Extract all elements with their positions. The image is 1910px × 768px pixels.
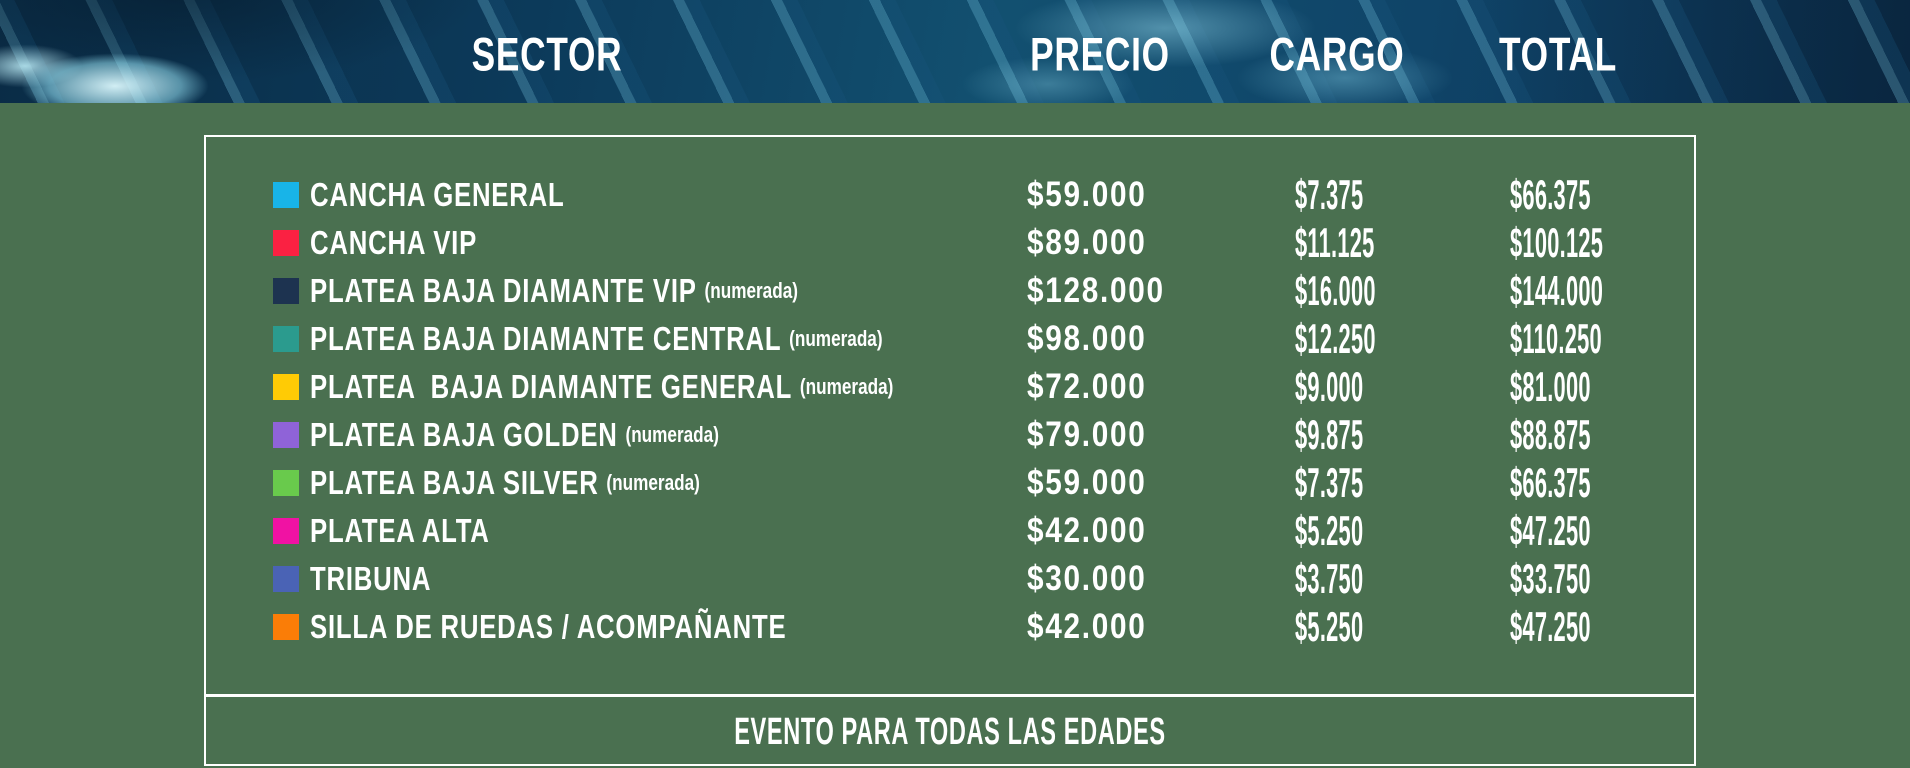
sector-color-swatch bbox=[273, 422, 299, 448]
sector-color-swatch bbox=[273, 326, 299, 352]
cargo-value: $7.375 bbox=[1295, 171, 1364, 218]
total-value: $100.125 bbox=[1510, 219, 1604, 266]
table-row: TRIBUNA $30.000 $3.750 $33.750 bbox=[206, 555, 1694, 603]
sector-cell: PLATEA BAJA GOLDEN (numerada) bbox=[310, 411, 719, 459]
sector-cell: PLATEA BAJA SILVER (numerada) bbox=[310, 459, 700, 507]
sector-cell: CANCHA GENERAL bbox=[310, 171, 564, 219]
sector-cell: SILLA DE RUEDAS / ACOMPAÑANTE bbox=[310, 603, 786, 651]
total-value: $47.250 bbox=[1510, 507, 1591, 554]
precio-value: $42.000 bbox=[1027, 511, 1147, 550]
sector-label: PLATEA BAJA GOLDEN bbox=[310, 416, 618, 453]
table-row: CANCHA VIP $89.000 $11.125 $100.125 bbox=[206, 219, 1694, 267]
sector-label: PLATEA BAJA SILVER bbox=[310, 464, 599, 501]
sector-color-swatch bbox=[273, 374, 299, 400]
total-value: $88.875 bbox=[1510, 411, 1591, 458]
sector-label: CANCHA VIP bbox=[310, 224, 478, 261]
sector-cell: PLATEA ALTA bbox=[310, 507, 490, 555]
cargo-value: $3.750 bbox=[1295, 555, 1364, 602]
sector-color-swatch bbox=[273, 230, 299, 256]
footer-bar: EVENTO PARA TODAS LAS EDADES bbox=[206, 700, 1694, 764]
table-row: PLATEA BAJA GOLDEN (numerada) $79.000 $9… bbox=[206, 411, 1694, 459]
sector-label: PLATEA ALTA bbox=[310, 512, 490, 549]
precio-value: $128.000 bbox=[1027, 271, 1165, 310]
table-row: PLATEA BAJA SILVER (numerada) $59.000 $7… bbox=[206, 459, 1694, 507]
precio-value: $79.000 bbox=[1027, 415, 1147, 454]
cargo-value: $5.250 bbox=[1295, 507, 1364, 554]
sector-color-swatch bbox=[273, 470, 299, 496]
sector-label: PLATEA BAJA DIAMANTE GENERAL bbox=[310, 368, 793, 405]
price-table: CANCHA GENERAL $59.000 $7.375 $66.375 CA… bbox=[204, 135, 1696, 766]
precio-value: $72.000 bbox=[1027, 367, 1147, 406]
table-row: PLATEA BAJA DIAMANTE VIP (numerada) $128… bbox=[206, 267, 1694, 315]
column-header-precio: PRECIO bbox=[1030, 27, 1170, 81]
total-value: $47.250 bbox=[1510, 603, 1591, 650]
sector-note: (numerada) bbox=[789, 326, 883, 351]
sector-cell: TRIBUNA bbox=[310, 555, 431, 603]
sector-color-swatch bbox=[273, 614, 299, 640]
table-row: SILLA DE RUEDAS / ACOMPAÑANTE $42.000 $5… bbox=[206, 603, 1694, 651]
cargo-value: $9.875 bbox=[1295, 411, 1364, 458]
total-value: $66.375 bbox=[1510, 171, 1591, 218]
sector-color-swatch bbox=[273, 518, 299, 544]
total-value: $81.000 bbox=[1510, 363, 1591, 410]
cargo-value: $7.375 bbox=[1295, 459, 1364, 506]
column-header-total: TOTAL bbox=[1499, 27, 1617, 81]
cargo-value: $9.000 bbox=[1295, 363, 1364, 410]
total-value: $33.750 bbox=[1510, 555, 1591, 602]
sector-cell: PLATEA BAJA DIAMANTE VIP (numerada) bbox=[310, 267, 798, 315]
table-row: PLATEA BAJA DIAMANTE CENTRAL (numerada) … bbox=[206, 315, 1694, 363]
header-banner: SECTOR PRECIO CARGO TOTAL bbox=[0, 0, 1910, 103]
sector-color-swatch bbox=[273, 278, 299, 304]
footer-note: EVENTO PARA TODAS LAS EDADES bbox=[734, 710, 1166, 753]
column-header-sector: SECTOR bbox=[471, 27, 623, 81]
sector-cell: PLATEA BAJA DIAMANTE GENERAL (numerada) bbox=[310, 363, 893, 411]
sector-label: TRIBUNA bbox=[310, 560, 432, 597]
sector-note: (numerada) bbox=[704, 278, 798, 303]
cargo-value: $16.000 bbox=[1295, 267, 1376, 314]
sector-note: (numerada) bbox=[799, 374, 894, 399]
precio-value: $59.000 bbox=[1027, 463, 1147, 502]
cargo-value: $11.125 bbox=[1295, 219, 1375, 266]
sector-cell: CANCHA VIP bbox=[310, 219, 477, 267]
sector-label: PLATEA BAJA DIAMANTE VIP bbox=[310, 272, 697, 309]
table-row: PLATEA BAJA DIAMANTE GENERAL (numerada) … bbox=[206, 363, 1694, 411]
cargo-value: $5.250 bbox=[1295, 603, 1364, 650]
table-row: PLATEA ALTA $42.000 $5.250 $47.250 bbox=[206, 507, 1694, 555]
precio-value: $42.000 bbox=[1027, 607, 1147, 646]
precio-value: $98.000 bbox=[1027, 319, 1147, 358]
precio-value: $30.000 bbox=[1027, 559, 1147, 598]
total-value: $110.250 bbox=[1510, 315, 1602, 362]
price-table-rows: CANCHA GENERAL $59.000 $7.375 $66.375 CA… bbox=[206, 137, 1694, 697]
precio-value: $89.000 bbox=[1027, 223, 1147, 262]
sector-color-swatch bbox=[273, 566, 299, 592]
cargo-value: $12.250 bbox=[1295, 315, 1376, 362]
sector-color-swatch bbox=[273, 182, 299, 208]
total-value: $144.000 bbox=[1510, 267, 1604, 314]
sector-label: PLATEA BAJA DIAMANTE CENTRAL bbox=[310, 320, 782, 357]
column-header-cargo: CARGO bbox=[1269, 27, 1405, 81]
precio-value: $59.000 bbox=[1027, 175, 1147, 214]
sector-label: CANCHA GENERAL bbox=[310, 176, 565, 213]
sector-note: (numerada) bbox=[625, 422, 719, 447]
sector-note: (numerada) bbox=[606, 470, 700, 495]
sector-cell: PLATEA BAJA DIAMANTE CENTRAL (numerada) bbox=[310, 315, 883, 363]
table-row: CANCHA GENERAL $59.000 $7.375 $66.375 bbox=[206, 171, 1694, 219]
sector-label: SILLA DE RUEDAS / ACOMPAÑANTE bbox=[310, 608, 787, 645]
total-value: $66.375 bbox=[1510, 459, 1591, 506]
